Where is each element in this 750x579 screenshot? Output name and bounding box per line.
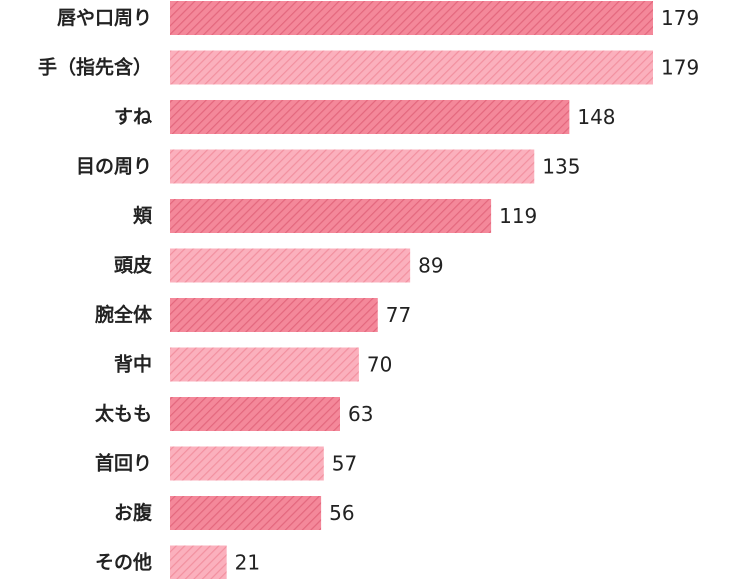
bar (170, 149, 535, 184)
value-label: 119 (499, 204, 537, 228)
bar (170, 496, 322, 530)
bar (170, 100, 570, 134)
bar (170, 347, 359, 382)
category-label: 唇や口周り (57, 7, 152, 29)
value-label: 21 (235, 551, 260, 575)
category-label: 頭皮 (114, 254, 152, 277)
bars-group: 唇や口周り 179 手（指先含） 179 すね 148 目の周り 135 頬 119 頭皮 89 腕全体… (38, 1, 699, 579)
value-label: 77 (386, 303, 411, 327)
category-label: 目の周り (76, 156, 152, 178)
category-label: 首回り (95, 452, 152, 475)
value-label: 57 (332, 452, 357, 476)
category-label: 太もも (95, 402, 152, 425)
category-label: 背中 (114, 353, 152, 376)
value-label: 179 (661, 56, 699, 80)
category-label: その他 (95, 551, 152, 574)
bar (170, 298, 378, 332)
bar (170, 248, 411, 283)
value-label: 63 (348, 402, 373, 426)
category-label: 腕全体 (94, 303, 153, 326)
bar (170, 199, 492, 233)
value-label: 135 (542, 155, 580, 179)
value-label: 148 (577, 105, 615, 129)
bar (170, 446, 324, 481)
value-label: 89 (418, 254, 443, 278)
value-label: 70 (367, 353, 392, 377)
bar (170, 397, 340, 431)
bar (170, 50, 653, 85)
bar (170, 545, 227, 579)
bar (170, 1, 653, 35)
category-label: お腹 (114, 501, 153, 524)
value-label: 179 (661, 6, 699, 30)
value-label: 56 (329, 501, 354, 525)
category-label: 頬 (133, 204, 153, 227)
category-label: すね (114, 106, 152, 128)
category-label: 手（指先含） (38, 56, 152, 79)
